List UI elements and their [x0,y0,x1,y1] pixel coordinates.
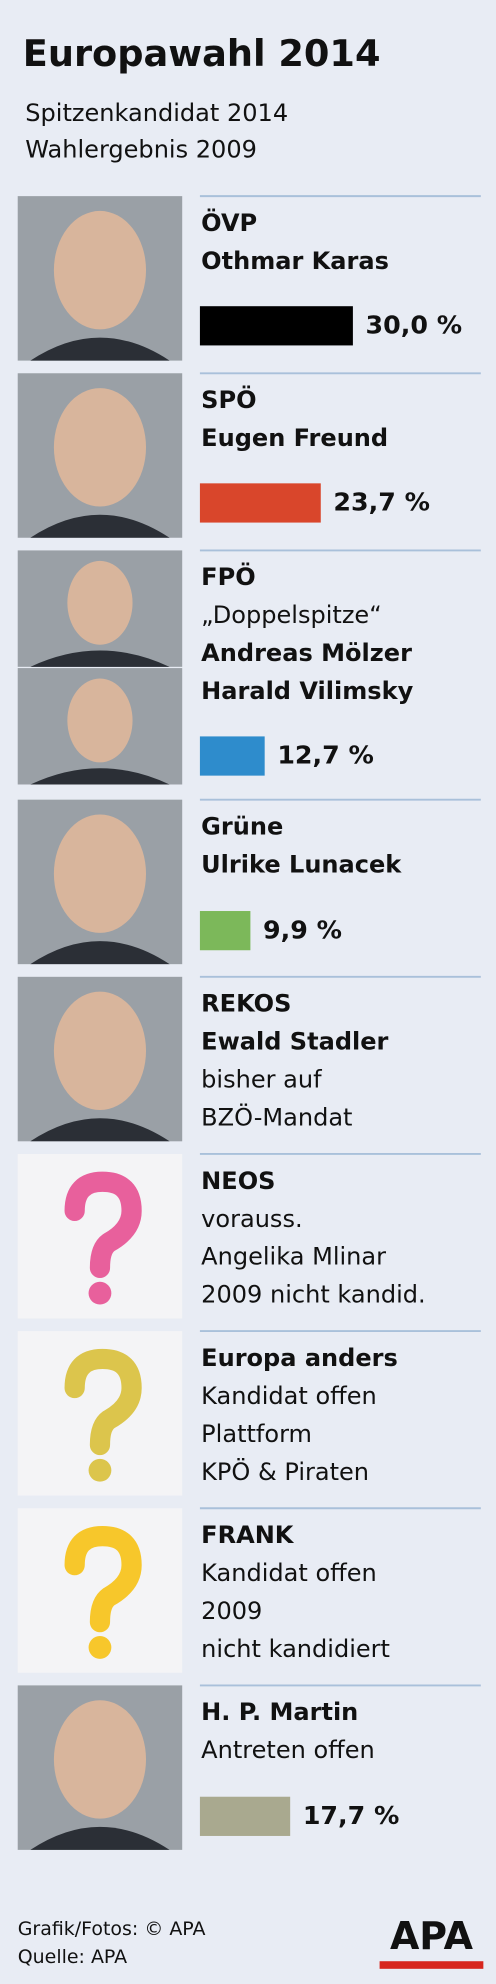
party-line-bold: Ewald Stadler [201,1028,388,1056]
credit: Grafik/Fotos: © APA [18,1918,206,1940]
result-bar [199,483,321,523]
party-line: „Doppelspitze“ [201,601,381,629]
party-line: Antreten offen [201,1736,375,1764]
party-line-bold: Andreas Mölzer [201,639,412,667]
party-line: Angelika Mlinar [201,1243,386,1271]
party-line-bold: FRANK [201,1521,295,1549]
party-line: bisher auf [201,1066,322,1094]
party-line: BZÖ-Mandat [201,1103,352,1132]
photo-body [30,768,170,785]
subtitle: Spitzenkandidat 2014 [25,99,288,127]
photo-body [30,337,170,361]
source: Quelle: APA [18,1946,127,1968]
party-line: 2009 [201,1597,262,1625]
party-line: vorauss. [201,1205,302,1233]
photo-face [53,991,147,1111]
result-bar [199,1796,291,1836]
party-line-bold: SPÖ [201,384,256,414]
photo-face [67,560,133,645]
photo-body [30,1118,170,1142]
question-dot [88,1281,112,1305]
party-line-bold: Grüne [201,813,283,841]
result-label: 17,7 % [303,1801,400,1830]
logo-bar [379,1961,484,1969]
photo-face [53,1700,147,1819]
party-line-bold: Harald Vilimsky [201,677,413,705]
result-label: 23,7 % [333,488,430,517]
party-line-bold: H. P. Martin [201,1698,358,1726]
logo: APA [390,1914,474,1958]
party-line-bold: Europa anders [201,1344,398,1372]
result-bar [199,736,265,776]
photo-face [53,388,147,507]
photo-body [30,1826,170,1850]
result-bar [199,306,353,346]
question-dot [88,1458,112,1482]
question-mark [64,1525,142,1633]
party-line: Plattform [201,1420,312,1448]
photo-body [30,941,170,965]
result-label: 12,7 % [277,741,374,770]
party-line-bold: REKOS [201,990,291,1018]
question-mark [64,1171,142,1278]
party-line-bold: ÖVP [201,207,257,237]
party-line: 2009 nicht kandid. [201,1281,425,1309]
party-line: Kandidat offen [201,1382,377,1410]
photo-body [30,650,170,667]
party-line: KPÖ & Piraten [201,1457,369,1486]
party-line-bold: FPÖ [201,561,255,591]
photo-face [53,210,147,330]
photo-face [67,678,133,763]
party-line: Kandidat offen [201,1559,377,1587]
question-mark [64,1348,142,1456]
subtitle: Wahlergebnis 2009 [25,136,257,164]
party-line-bold: Ulrike Lunacek [201,850,402,878]
party-line-bold: Eugen Freund [201,424,388,452]
photo-body [30,514,170,538]
result-bar [199,911,251,951]
photo-face [53,814,147,933]
party-line-bold: NEOS [201,1167,275,1195]
party-line-bold: Othmar Karas [201,247,389,275]
result-label: 30,0 % [366,310,463,339]
title: Europawahl 2014 [23,32,381,75]
question-dot [88,1636,112,1659]
result-label: 9,9 % [263,915,342,944]
party-line: nicht kandidiert [201,1635,390,1663]
